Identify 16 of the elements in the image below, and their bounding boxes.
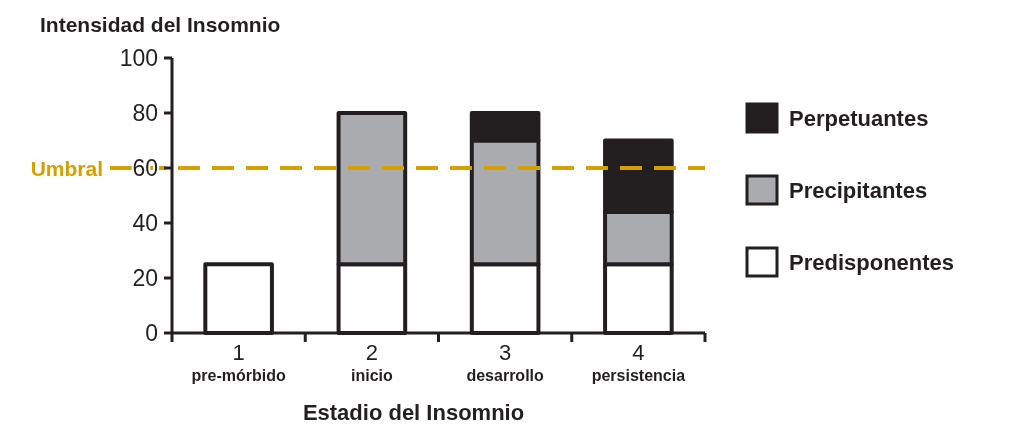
x-tick-label: 4 persistencia	[591, 340, 686, 384]
y-tick-label: 60	[132, 155, 158, 181]
x-tick-label: 2 inicio	[350, 340, 393, 384]
legend-label: Precipitantes	[789, 178, 928, 203]
y-tick-label: 0	[145, 320, 158, 346]
legend-label: Perpetuantes	[789, 106, 929, 131]
y-axis-title: Intensidad del Insomnio	[40, 13, 281, 36]
x-axis-title: Estadio del Insomnio	[302, 400, 525, 425]
ref-line-label: Umbral	[30, 157, 103, 180]
y-tick-label: 100	[119, 45, 158, 71]
x-tick-label: 3 desarrollo	[466, 340, 545, 384]
y-tick-label: 80	[132, 100, 158, 126]
x-tick-label: 1 pre-mórbido	[191, 340, 286, 384]
y-tick-label: 20	[132, 265, 158, 291]
legend-label: Predisponentes	[789, 250, 955, 275]
y-tick-label: 40	[132, 210, 158, 236]
